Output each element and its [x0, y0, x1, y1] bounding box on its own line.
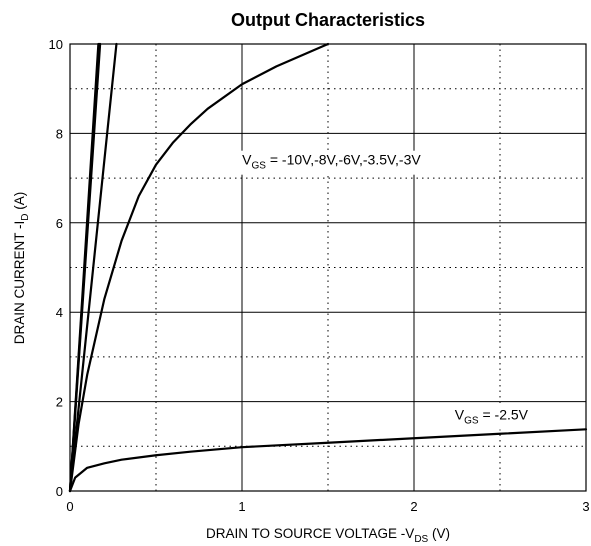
annotation-vgs-high: VGS = -10V,-8V,-6V,-3.5V,-3V [238, 150, 426, 175]
y-tick-label: 2 [56, 395, 63, 410]
y-tick-label: 10 [49, 37, 63, 52]
curve-series-4 [68, 42, 118, 493]
annotation-vgs-low: VGS = -2.5V [450, 405, 533, 430]
annotation-text: VGS = -2.5V [455, 406, 529, 426]
annotation-text: VGS = -10V,-8V,-6V,-3.5V,-3V [242, 152, 421, 172]
annotations: VGS = -10V,-8V,-6V,-3.5V,-3V VGS = -2.5V [238, 150, 533, 430]
annotation-bg [238, 150, 426, 175]
x-tick-label: 1 [238, 499, 245, 514]
curve-series-5 [68, 42, 330, 493]
curves [68, 42, 588, 493]
y-tick-label: 6 [56, 216, 63, 231]
annotation-bg [450, 405, 533, 430]
curve-series-6 [68, 428, 588, 493]
y-tick-label: 4 [56, 305, 63, 320]
chart-title: Output Characteristics [231, 10, 425, 30]
x-tick-label: 3 [582, 499, 589, 514]
curve-series-3 [68, 42, 100, 493]
x-axis-label: DRAIN TO SOURCE VOLTAGE -VDS (V) [206, 526, 450, 545]
y-axis-label: DRAIN CURRENT -ID (A) [12, 192, 31, 345]
x-tick-labels: 0 1 2 3 [66, 499, 589, 514]
y-tick-label: 8 [56, 126, 63, 141]
grid [70, 44, 586, 491]
x-tick-label: 0 [66, 499, 73, 514]
y-tick-labels: 0 2 4 6 8 10 [49, 37, 63, 499]
x-tick-label: 2 [410, 499, 417, 514]
y-tick-label: 0 [56, 484, 63, 499]
